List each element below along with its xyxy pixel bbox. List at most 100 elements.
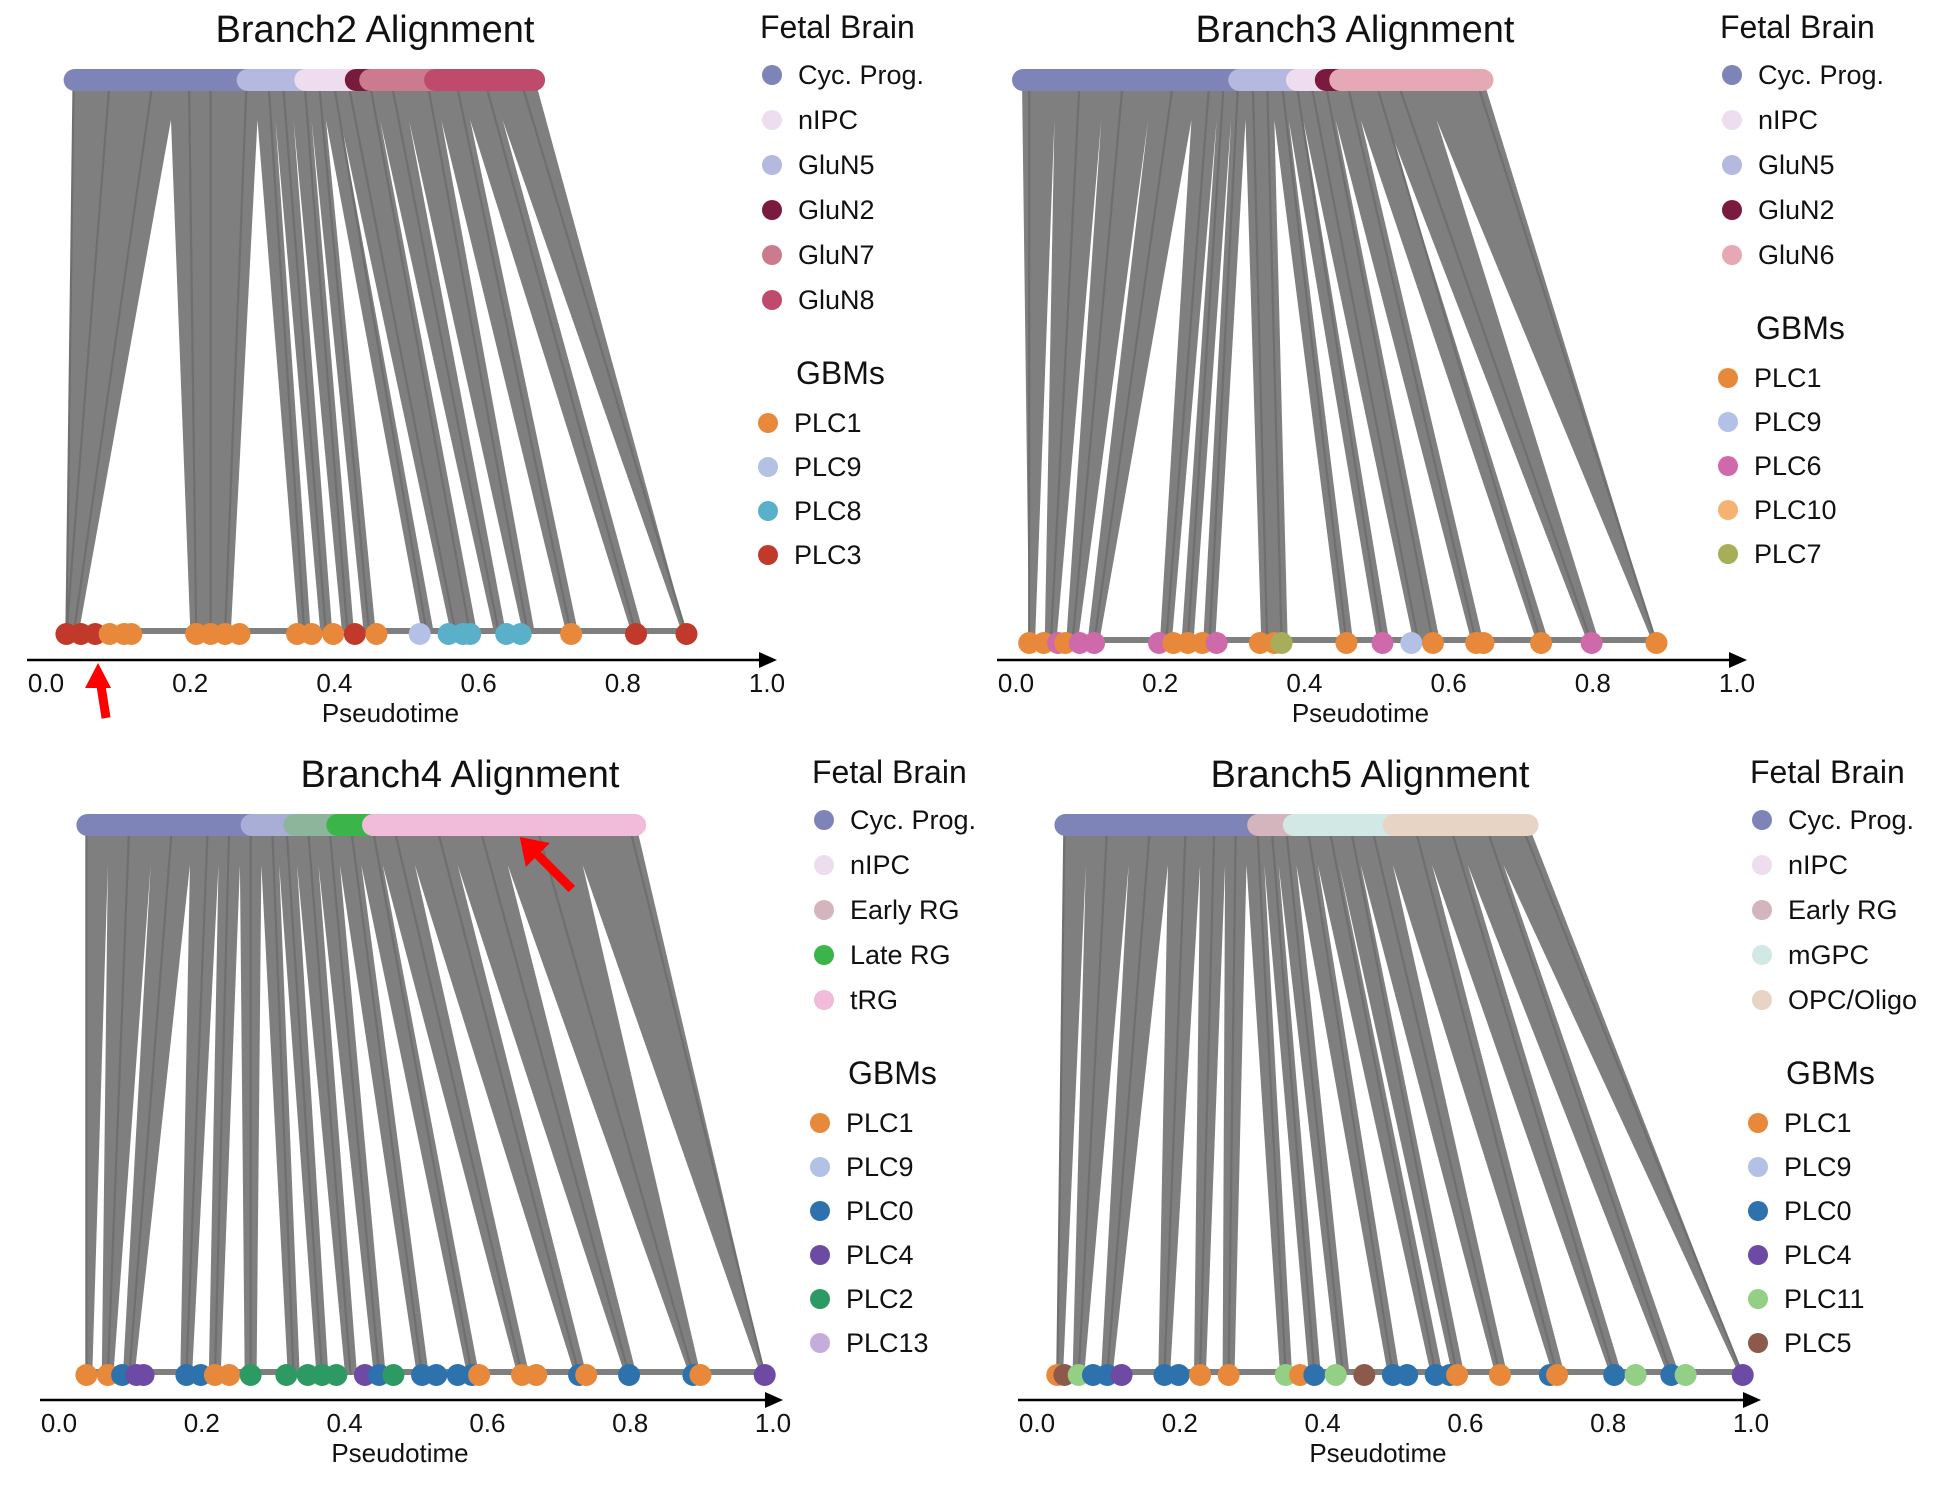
link-gap bbox=[297, 865, 345, 1369]
query-point bbox=[1270, 632, 1293, 654]
legend-entry: GluN7 bbox=[798, 240, 875, 270]
link-gap bbox=[1392, 865, 1552, 1369]
link-gap bbox=[1078, 120, 1149, 637]
legend-marker bbox=[810, 1157, 830, 1177]
link-gap bbox=[361, 865, 466, 1369]
alignment-link bbox=[1374, 79, 1543, 644]
legend-reference-title: Fetal Brain bbox=[760, 9, 915, 45]
alignment-link bbox=[1186, 79, 1225, 644]
reference-segment bbox=[362, 814, 647, 836]
link-gap bbox=[1056, 120, 1102, 637]
alignment-link bbox=[1208, 79, 1240, 644]
legend-marker bbox=[810, 1245, 830, 1265]
link-gap bbox=[1100, 120, 1192, 637]
link-gap bbox=[1172, 120, 1217, 637]
query-point bbox=[343, 623, 366, 645]
query-point bbox=[132, 1364, 155, 1386]
legend-entry: PLC11 bbox=[1784, 1284, 1865, 1314]
alignment-link bbox=[1093, 79, 1175, 644]
alignment-link bbox=[1163, 824, 1187, 1376]
query-point bbox=[365, 623, 388, 645]
link-gap bbox=[1296, 865, 1387, 1369]
alignment-link bbox=[106, 824, 131, 1376]
query-points bbox=[1018, 632, 1668, 654]
legend-entry: nIPC bbox=[1788, 850, 1848, 880]
link-gap bbox=[408, 120, 522, 628]
link-gap bbox=[1467, 865, 1666, 1369]
query-point bbox=[1303, 1364, 1326, 1386]
link-gap bbox=[1215, 120, 1262, 637]
alignment-link bbox=[349, 824, 424, 1376]
x-axis-arrowhead bbox=[765, 1392, 783, 1408]
query-point bbox=[1189, 1364, 1212, 1386]
alignment-link bbox=[332, 79, 429, 635]
legend-entry: PLC5 bbox=[1784, 1328, 1852, 1358]
reference-segment bbox=[63, 69, 257, 91]
query-point bbox=[1167, 1364, 1190, 1386]
x-axis-arrowhead bbox=[1743, 1392, 1761, 1408]
alignment-link bbox=[1266, 79, 1283, 644]
legend-entry: PLC9 bbox=[1784, 1152, 1852, 1182]
x-tick-label: 0.6 bbox=[469, 1408, 505, 1438]
link-gap bbox=[1303, 120, 1413, 637]
query-point bbox=[1324, 1364, 1347, 1386]
x-axis-label: Pseudotime bbox=[322, 698, 459, 728]
query-point bbox=[675, 623, 698, 645]
link-gap bbox=[1264, 865, 1309, 1369]
alignment-link bbox=[317, 79, 371, 635]
alignment-link bbox=[627, 824, 766, 1376]
legend: Fetal Brain Cyc. Prog. nIPC GluN5 GluN2 GluN6… bbox=[1718, 9, 1884, 569]
query-point bbox=[218, 1364, 241, 1386]
x-tick-label: 1.0 bbox=[749, 668, 785, 698]
legend-entry: OPC/Oligo bbox=[1788, 985, 1917, 1015]
x-tick-label: 0.2 bbox=[1162, 1408, 1198, 1438]
link-gap bbox=[1386, 120, 1586, 637]
alignment-link bbox=[1345, 79, 1478, 644]
x-axis: 0.0 0.2 0.4 0.6 0.8 1.0 Pseudotime bbox=[27, 652, 785, 728]
legend-marker bbox=[814, 900, 834, 920]
query-point bbox=[1603, 1364, 1626, 1386]
reference-bar bbox=[76, 814, 647, 836]
reference-segment bbox=[1054, 814, 1268, 836]
link-gap bbox=[1084, 865, 1129, 1369]
legend-marker bbox=[1748, 1333, 1768, 1353]
query-point bbox=[575, 1364, 598, 1386]
alignment-link bbox=[1309, 79, 1420, 644]
alignment-link bbox=[1056, 824, 1066, 1376]
link-gap bbox=[1063, 865, 1086, 1369]
x-tick-label: 0.8 bbox=[1590, 1408, 1626, 1438]
legend-entry: GluN8 bbox=[798, 285, 875, 315]
legend-entry: PLC1 bbox=[1754, 363, 1822, 393]
alignment-link bbox=[281, 79, 328, 635]
legend-marker bbox=[1722, 245, 1742, 265]
legend-reference-title: Fetal Brain bbox=[812, 754, 967, 790]
legend-reference-title: Fetal Brain bbox=[1750, 754, 1905, 790]
legend-marker bbox=[1718, 456, 1738, 476]
query-points bbox=[75, 1364, 776, 1386]
alignment-link bbox=[425, 79, 529, 635]
legend-entry: Late RG bbox=[850, 940, 951, 970]
reference-segment bbox=[1382, 814, 1539, 836]
x-tick-label: 0.6 bbox=[1431, 668, 1467, 698]
x-tick-label: 1.0 bbox=[755, 1408, 791, 1438]
legend-entry: nIPC bbox=[1758, 105, 1818, 135]
link-gap bbox=[1360, 120, 1536, 637]
legend-entry: PLC9 bbox=[794, 452, 862, 482]
legend-marker bbox=[1748, 1245, 1768, 1265]
query-point bbox=[1546, 1364, 1569, 1386]
link-gap bbox=[507, 865, 688, 1369]
reference-segment bbox=[76, 814, 261, 836]
red-arrow-head bbox=[85, 663, 112, 688]
alignment-link bbox=[285, 824, 324, 1376]
alignment-link bbox=[1395, 79, 1593, 644]
legend-marker bbox=[814, 855, 834, 875]
alignment-link bbox=[128, 824, 174, 1376]
reference-segment bbox=[1228, 69, 1306, 91]
legend-marker bbox=[762, 110, 782, 130]
link-gap bbox=[92, 865, 108, 1369]
legend-entry: PLC0 bbox=[1784, 1196, 1852, 1226]
query-point bbox=[322, 623, 345, 645]
query-point bbox=[1353, 1364, 1376, 1386]
legend-marker bbox=[814, 990, 834, 1010]
link-gap bbox=[340, 120, 450, 628]
